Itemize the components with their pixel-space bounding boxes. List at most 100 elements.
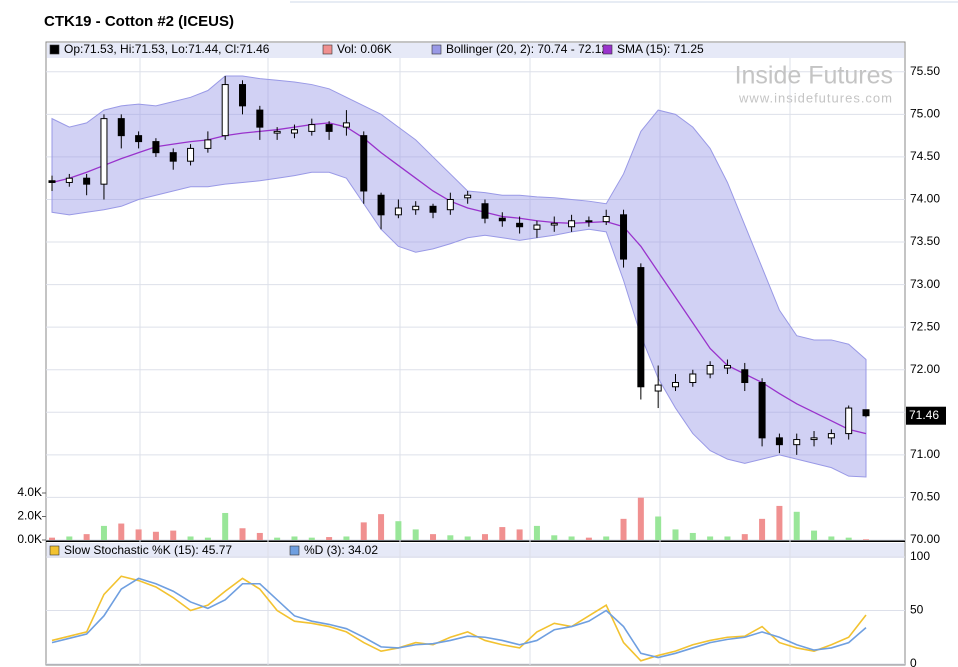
volume-bar xyxy=(204,537,211,540)
volume-bar xyxy=(66,536,73,540)
y-tick-label: 74.00 xyxy=(910,192,940,206)
candle-body xyxy=(394,207,402,216)
candle-body xyxy=(620,214,628,260)
y-tick-label: 4.0K xyxy=(17,485,42,499)
volume-bar xyxy=(222,512,229,540)
legend-label: Vol: 0.06K xyxy=(337,42,392,56)
volume-bar xyxy=(308,537,315,540)
candle-body xyxy=(83,177,91,185)
volume-bar xyxy=(568,536,575,540)
candle-body xyxy=(758,382,766,439)
candle-body xyxy=(135,135,143,143)
volume-bar xyxy=(672,529,679,540)
volume-bar xyxy=(620,518,627,540)
y-tick-label: 2.0K xyxy=(17,509,42,523)
volume-bar xyxy=(689,532,696,540)
volume-bar xyxy=(724,536,731,540)
y-tick-label: 72.00 xyxy=(910,362,940,376)
legend-swatch xyxy=(49,44,60,55)
bollinger-band xyxy=(51,75,867,478)
volume-bar xyxy=(845,537,852,540)
candle-body xyxy=(273,130,281,134)
candle-body xyxy=(464,194,472,199)
candle-body xyxy=(689,373,697,384)
candle-body xyxy=(290,129,298,134)
candle-body xyxy=(65,177,73,183)
volume-bar xyxy=(395,521,402,540)
candle-body xyxy=(550,222,558,226)
volume-bar xyxy=(603,536,610,540)
candle-body xyxy=(256,109,264,128)
volume-bar xyxy=(326,537,333,540)
volume-bar xyxy=(118,523,125,540)
candle-body xyxy=(862,409,870,417)
legend-row xyxy=(47,43,904,58)
y-tick-label: 73.50 xyxy=(910,234,940,248)
volume-bar xyxy=(585,537,592,540)
candle-body xyxy=(498,217,506,222)
candle-body xyxy=(360,135,368,192)
y-tick-label: 75.50 xyxy=(910,64,940,78)
volume-bar xyxy=(447,535,454,540)
watermark: www.insidefutures.com xyxy=(738,90,893,105)
legend-label: Op:71.53, Hi:71.53, Lo:71.44, Cl:71.46 xyxy=(64,42,270,56)
chart-title: CTK19 - Cotton #2 (ICEUS) xyxy=(44,13,234,30)
candle-body xyxy=(187,147,195,162)
volume-bar xyxy=(187,536,194,540)
legend-label: %D (3): 34.02 xyxy=(304,543,378,557)
volume-bar xyxy=(49,537,55,540)
volume-bar xyxy=(464,536,471,540)
y-tick-label: 0 xyxy=(910,656,917,667)
candle-body xyxy=(516,222,524,228)
volume-bar xyxy=(741,534,748,540)
candle-body xyxy=(585,220,593,223)
volume-bar xyxy=(759,518,766,540)
volume-bar xyxy=(481,534,488,540)
y-tick-label: 0.0K xyxy=(17,532,42,546)
volume-bar xyxy=(170,530,177,540)
volume-bar xyxy=(811,530,818,540)
legend-swatch xyxy=(289,545,300,556)
y-tick-label: 71.00 xyxy=(910,447,940,461)
y-tick-label: 70.00 xyxy=(910,532,940,546)
volume-bar xyxy=(274,537,281,540)
volume-bar xyxy=(499,527,506,540)
y-tick-label: 50 xyxy=(910,603,924,617)
volume-bar xyxy=(516,529,523,540)
volume-bar xyxy=(655,516,662,540)
candle-body xyxy=(775,437,783,446)
volume-bar xyxy=(239,528,246,540)
volume-bar xyxy=(360,522,367,540)
volume-bar xyxy=(83,534,90,540)
last-price-box xyxy=(906,406,946,425)
volume-bar xyxy=(828,536,835,540)
candle-body xyxy=(429,205,437,213)
legend-label: Slow Stochastic %K (15): 45.77 xyxy=(64,543,232,557)
legend-swatch xyxy=(322,44,333,55)
stochastic-line xyxy=(51,575,867,662)
volume-bar xyxy=(863,539,869,540)
candle-body xyxy=(100,118,108,185)
candle-body xyxy=(117,118,125,137)
candle-body xyxy=(793,439,801,446)
legend-swatch xyxy=(49,545,60,556)
y-tick-label: 75.00 xyxy=(910,107,940,121)
candle-body xyxy=(533,224,541,230)
candle-body xyxy=(239,84,247,107)
volume-bar xyxy=(637,497,644,540)
candle-body xyxy=(602,216,610,223)
volume-bar xyxy=(100,525,107,540)
candle-body xyxy=(377,194,385,216)
volume-bar xyxy=(430,534,437,540)
candle-body xyxy=(325,124,333,132)
volume-bar xyxy=(256,532,263,540)
candle-body xyxy=(152,141,160,154)
y-tick-label: 73.00 xyxy=(910,277,940,291)
last-price-label: 71.46 xyxy=(909,408,939,422)
y-tick-label: 74.50 xyxy=(910,149,940,163)
candle-body xyxy=(221,84,229,137)
candle-body xyxy=(706,364,714,375)
y-tick-label: 100 xyxy=(910,549,930,563)
